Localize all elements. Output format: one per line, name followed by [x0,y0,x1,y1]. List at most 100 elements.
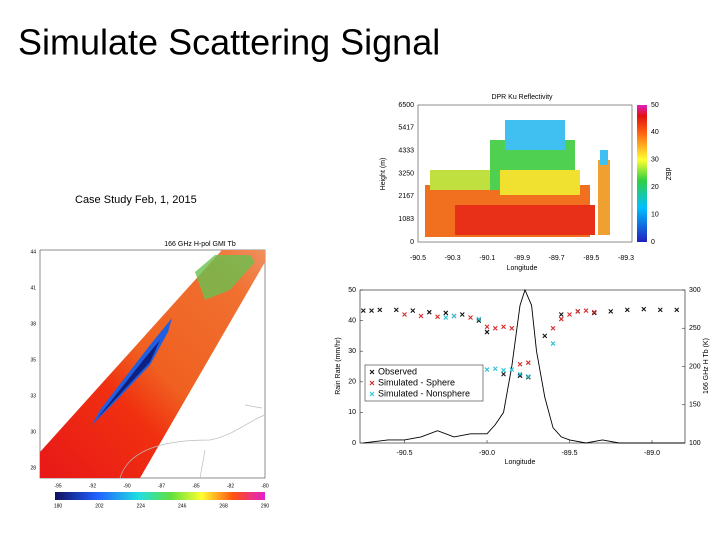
y-tick-label: 38 [30,321,36,327]
x-tick-label: -95 [54,483,61,489]
tb-marker [517,371,523,377]
tb-marker [484,367,490,372]
x-tick-label: -90.5 [397,450,413,457]
tb-marker [459,312,465,317]
x-tick-label: -87 [158,483,165,489]
tb-marker [484,329,490,335]
tb-marker [583,308,589,314]
tb-marker [402,312,407,317]
rain-rate-line [363,288,685,444]
y2-tick-label: 100 [689,440,701,447]
colorbar-tick-label: 224 [137,503,146,509]
subtitle: Case Study Feb, 1, 2015 [75,194,197,206]
legend-marker [369,369,375,375]
colorbar-tick-label: 268 [219,503,228,509]
tb-marker [484,324,490,330]
tb-marker [674,307,680,313]
tb-marker [509,367,515,372]
tb-marker [558,312,564,317]
tb-marker [575,309,581,314]
legend-label: Observed [378,366,417,376]
tb-marker [492,325,498,331]
gmi-swath [195,255,255,300]
dpr-field [455,205,595,235]
dpr-field [598,160,610,235]
y2-tick-label: 300 [689,287,701,294]
tb-marker [426,309,432,315]
rain-tb-chart: Longitude Rain Rate (mm/hr) 166 GHz H Tb… [335,289,710,466]
y-tick-label: 30 [30,429,36,435]
legend-box [364,364,484,402]
y-tick-label: 10 [348,409,356,416]
x-tick-label: -90.0 [479,450,495,457]
dpr-field [600,150,608,165]
gmi-coastline [119,404,266,479]
tb-marker [558,316,564,322]
legend-marker [369,391,375,397]
y2-tick-label: 150 [689,402,701,409]
tb-marker [501,367,506,373]
y-tick-label: 50 [348,287,356,294]
tb-marker [591,309,597,315]
x-tick-label: -89.7 [549,255,565,262]
x-tick-label: -90.1 [479,255,495,262]
x-tick-label: -89.5 [562,450,578,457]
colorbar-tick-label: 180 [54,503,63,509]
y-tick-label: 44 [30,249,36,255]
x-tick-label: -89.0 [644,450,660,457]
colorbar-tick-label: 10 [651,211,659,218]
y-tick-label: 41 [30,285,36,291]
dpr-xlabel: Longitude [507,265,538,272]
gmi-title: 166 GHz H-pol GMI Tb [164,241,236,248]
x-tick-label: -85 [192,483,199,489]
gmi-figure: 166 GHz H-pol GMI Tb [39,241,266,500]
x-tick-label: -89.5 [583,255,599,262]
colorbar-tick-label: 202 [95,503,104,509]
tb-marker [418,313,424,319]
tb-marker [435,314,440,320]
tb-marker [492,366,498,372]
gmi-swath [92,318,172,425]
tb-marker [501,371,506,377]
y-tick-label: 30 [348,348,356,355]
legend-label: Simulated - Nonsphere [378,388,470,398]
colorbar-tick-label: 20 [651,184,659,191]
y-tick-label: 0 [352,440,356,447]
tb-marker [451,313,457,319]
y-axis-label: Rain Rate (mm/hr) [335,337,342,395]
colorbar-tick-label: 40 [651,129,659,136]
tb-marker [550,325,556,331]
gmi-swath [40,250,265,478]
y-tick-label: 28 [30,465,36,471]
y2-tick-label: 250 [689,325,701,332]
tb-marker [509,325,515,331]
tb-marker [377,307,383,313]
tb-marker [369,308,374,314]
x-tick-label: -89.9 [514,255,530,262]
slide-title: Simulate Scattering Signal [18,22,440,63]
y-tick-label: 0 [410,239,414,246]
tb-marker [443,310,449,316]
tb-marker [360,308,366,314]
y-tick-label: 1083 [398,216,414,223]
tb-marker [393,307,399,313]
dpr-colorbar [637,105,647,242]
x-tick-label: -82 [227,483,234,489]
tb-marker [410,308,416,314]
dpr-figure: DPR Ku Reflectivity Longitude Height (m)… [380,94,671,272]
tb-marker [476,316,482,322]
tb-marker [608,309,614,314]
x-tick-label: -89.3 [618,255,634,262]
tb-marker [525,360,531,366]
y-tick-label: 5417 [398,125,414,132]
tb-marker [550,341,556,346]
legend-marker [369,380,375,386]
dpr-title: DPR Ku Reflectivity [491,94,553,101]
tb-marker [525,374,531,379]
tb-marker [567,312,572,317]
gmi-colorbar [55,492,265,500]
colorbar-tick-label: 246 [178,503,187,509]
legend-label: Simulated - Sphere [378,377,455,387]
y2-axis-label: 166 GHz H Tb (K) [703,338,710,394]
